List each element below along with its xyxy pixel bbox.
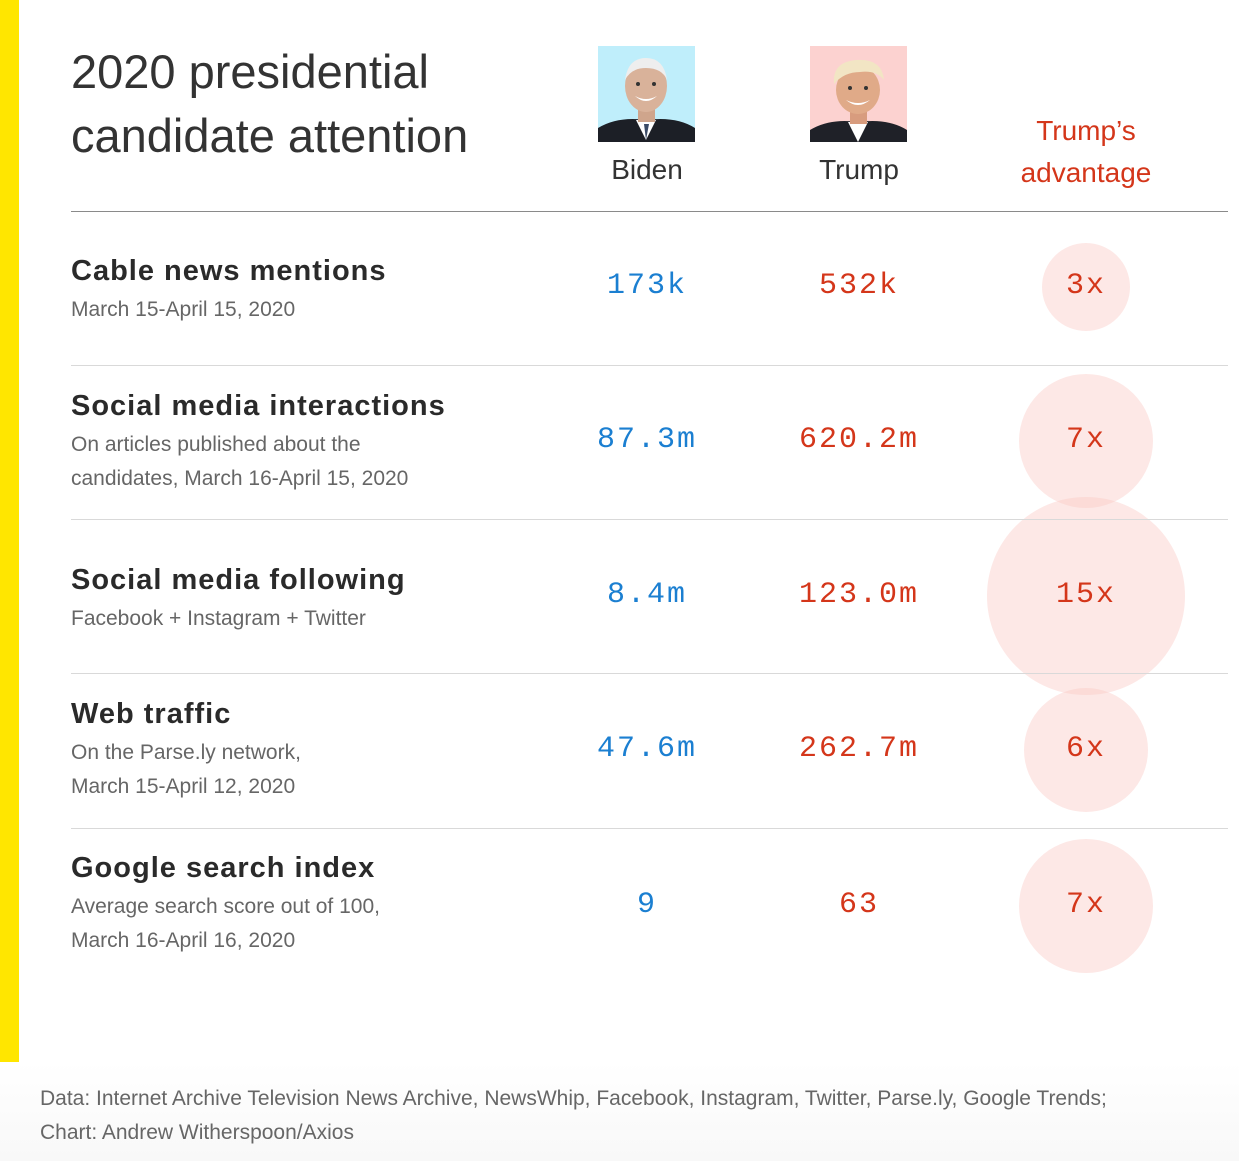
advantage-bubble (1023, 687, 1149, 813)
row-label-social-interactions: Social media interactions (71, 390, 446, 422)
row-sub-social-interactions-1: On articles published about the (71, 433, 361, 456)
biden-column-header: Biden (611, 154, 683, 185)
biden-value-cable-news: 173k (606, 269, 687, 303)
row-sub-social-following-1: Facebook + Instagram + Twitter (71, 607, 366, 630)
biden-value-web-traffic: 47.6m (596, 732, 697, 766)
advantage-value-social-following: 15x (1055, 578, 1116, 612)
source-line-1: Data: Internet Archive Television News A… (40, 1087, 1107, 1110)
advantage-value-cable-news: 3x (1065, 269, 1106, 303)
biden-value-social-following: 8.4m (606, 578, 687, 612)
row-sub-cable-news-1: March 15-April 15, 2020 (71, 298, 296, 321)
advantage-header-line-2: advantage (1020, 157, 1152, 188)
advantage-bubble (1018, 373, 1154, 509)
advantage-bubble (1041, 242, 1131, 332)
row-sub-google-search-2: March 16-April 16, 2020 (71, 929, 296, 952)
advantage-bubble (1018, 838, 1154, 974)
row-label-google-search: Google search index (71, 852, 376, 884)
trump-value-web-traffic: 262.7m (798, 732, 920, 766)
advantage-value-web-traffic: 6x (1065, 732, 1106, 766)
trump-value-social-following: 123.0m (798, 578, 920, 612)
row-sub-google-search-1: Average search score out of 100, (71, 895, 380, 918)
biden-portrait (598, 46, 695, 142)
row-divider (71, 365, 1228, 366)
row-divider (71, 673, 1228, 674)
title-line-1: 2020 presidential (71, 45, 429, 98)
row-sub-web-traffic-1: On the Parse.ly network, (71, 741, 301, 764)
trump-value-social-interactions: 620.2m (798, 423, 920, 457)
row-divider (71, 519, 1228, 520)
yellow-accent-bar (0, 0, 19, 1161)
chart-title: 2020 presidential candidate attention (71, 40, 551, 168)
row-label-web-traffic: Web traffic (71, 698, 232, 730)
row-sub-web-traffic-2: March 15-April 12, 2020 (71, 775, 296, 798)
trump-portrait (810, 46, 907, 142)
row-divider (71, 828, 1228, 829)
row-label-cable-news: Cable news mentions (71, 255, 387, 287)
source-line-2: Chart: Andrew Witherspoon/Axios (40, 1121, 354, 1144)
row-label-social-following: Social media following (71, 564, 406, 596)
biden-value-google-search: 9 (636, 888, 657, 922)
row-sub-social-interactions-2: candidates, March 16-April 15, 2020 (71, 467, 409, 490)
header-divider (71, 211, 1228, 212)
footer-background (0, 1062, 1239, 1161)
advantage-value-google-search: 7x (1065, 888, 1106, 922)
advantage-header-line-1: Trump’s (1036, 115, 1136, 146)
source-note: Data: Internet Archive Television News A… (40, 1082, 1230, 1150)
advantage-column-header: Trump’s advantage (986, 110, 1186, 194)
trump-column-header: Trump (819, 154, 899, 185)
title-line-2: candidate attention (71, 109, 469, 162)
trump-value-google-search: 63 (838, 888, 879, 922)
trump-value-cable-news: 532k (818, 269, 899, 303)
advantage-bubble (987, 497, 1185, 695)
advantage-value-social-interactions: 7x (1065, 423, 1106, 457)
biden-value-social-interactions: 87.3m (596, 423, 697, 457)
